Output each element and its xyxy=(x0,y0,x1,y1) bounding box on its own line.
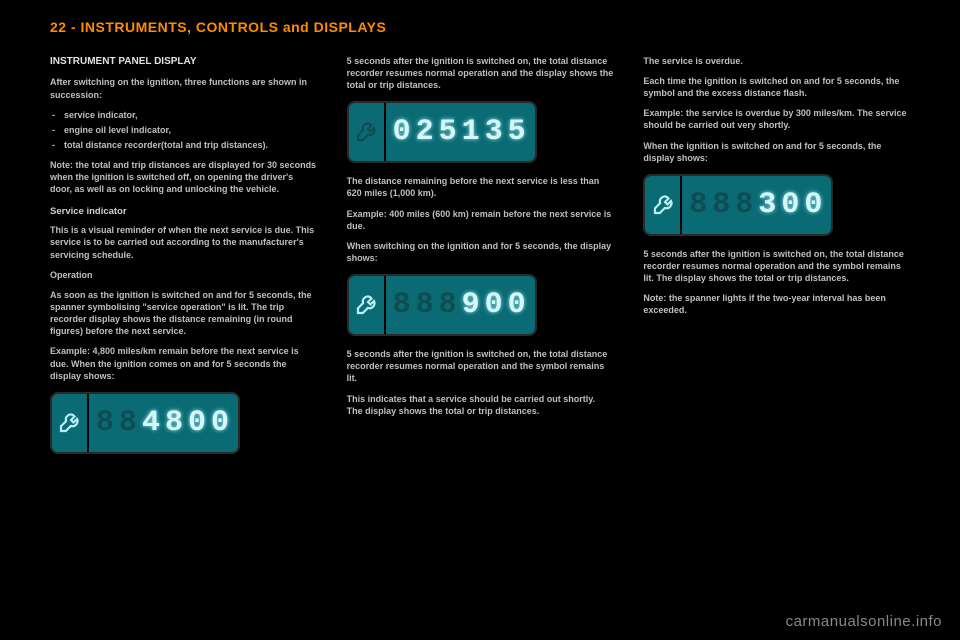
operation-label: Operation xyxy=(50,269,317,281)
column-2: 5 seconds after the ignition is switched… xyxy=(347,55,614,466)
page-header: 22 - INSTRUMENTS, CONTROLS and DISPLAYS xyxy=(50,18,910,37)
lcd-digits: 8 8 8 3 0 0 xyxy=(682,176,831,234)
para: Each time the ignition is switched on an… xyxy=(643,75,910,99)
para: The distance remaining before the next s… xyxy=(347,175,614,199)
digit-off: 8 xyxy=(95,406,117,440)
digit-on: 2 xyxy=(415,115,437,149)
para: 5 seconds after the ignition is switched… xyxy=(643,248,910,284)
wrench-icon xyxy=(349,103,384,161)
function-list: service indicator, engine oil level indi… xyxy=(50,109,317,151)
digit-off: 8 xyxy=(118,406,140,440)
lcd-display-025135: 0 2 5 1 3 5 xyxy=(347,101,537,163)
digit-on: 0 xyxy=(187,406,209,440)
para: 5 seconds after the ignition is switched… xyxy=(347,55,614,91)
wrench-icon-svg xyxy=(354,120,378,144)
intro-text: After switching on the ignition, three f… xyxy=(50,76,317,100)
content-columns: INSTRUMENT PANEL DISPLAY After switching… xyxy=(50,55,910,466)
digit-on: 8 xyxy=(164,406,186,440)
para: Example: 400 miles (600 km) remain befor… xyxy=(347,208,614,232)
digit-on: 0 xyxy=(803,188,825,222)
digit-on: 0 xyxy=(484,288,506,322)
digit-off: 8 xyxy=(415,288,437,322)
lcd-digits: 8 8 4 8 0 0 xyxy=(89,394,238,452)
wrench-icon-svg xyxy=(354,293,378,317)
lcd-display-4800: 8 8 4 8 0 0 xyxy=(50,392,240,454)
digit-on: 0 xyxy=(210,406,232,440)
digit-on: 3 xyxy=(484,115,506,149)
service-description: This is a visual reminder of when the ne… xyxy=(50,224,317,260)
para: This indicates that a service should be … xyxy=(347,393,614,417)
wrench-icon-svg xyxy=(57,411,81,435)
note-text: Note: the total and trip distances are d… xyxy=(50,159,317,195)
operation-text: As soon as the ignition is switched on a… xyxy=(50,289,317,338)
manual-page: 22 - INSTRUMENTS, CONTROLS and DISPLAYS … xyxy=(0,0,960,476)
wrench-icon-svg xyxy=(651,193,675,217)
lcd-display-900: 8 8 8 9 0 0 xyxy=(347,274,537,336)
digit-on: 0 xyxy=(507,288,529,322)
digit-off: 8 xyxy=(438,288,460,322)
para: Example: the service is overdue by 300 m… xyxy=(643,107,910,131)
instrument-panel-title: INSTRUMENT PANEL DISPLAY xyxy=(50,55,317,69)
para: Note: the spanner lights if the two-year… xyxy=(643,292,910,316)
digit-off: 8 xyxy=(392,288,414,322)
digit-on: 1 xyxy=(461,115,483,149)
digit-on: 3 xyxy=(757,188,779,222)
watermark-text: carmanualsonline.info xyxy=(786,612,942,632)
column-3: The service is overdue. Each time the ig… xyxy=(643,55,910,466)
digit-on: 5 xyxy=(507,115,529,149)
digit-off: 8 xyxy=(711,188,733,222)
wrench-icon xyxy=(52,394,87,452)
digit-on: 5 xyxy=(438,115,460,149)
lcd-display-neg300: 8 8 8 3 0 0 xyxy=(643,174,833,236)
lcd-digits: 0 2 5 1 3 5 xyxy=(386,103,535,161)
digit-on: 0 xyxy=(780,188,802,222)
para: When the ignition is switched on and for… xyxy=(643,140,910,164)
para: 5 seconds after the ignition is switched… xyxy=(347,348,614,384)
service-indicator-title: Service indicator xyxy=(50,206,317,219)
list-item: engine oil level indicator, xyxy=(50,124,317,136)
list-item: service indicator, xyxy=(50,109,317,121)
lcd-digits: 8 8 8 9 0 0 xyxy=(386,276,535,334)
digit-off: 8 xyxy=(688,188,710,222)
digit-on: 9 xyxy=(461,288,483,322)
column-1: INSTRUMENT PANEL DISPLAY After switching… xyxy=(50,55,317,466)
example-4800-text: Example: 4,800 miles/km remain before th… xyxy=(50,345,317,381)
wrench-icon xyxy=(349,276,384,334)
para: When switching on the ignition and for 5… xyxy=(347,240,614,264)
list-item: total distance recorder(total and trip d… xyxy=(50,139,317,151)
overdue-title: The service is overdue. xyxy=(643,55,910,67)
digit-on: 0 xyxy=(392,115,414,149)
digit-off: 8 xyxy=(734,188,756,222)
wrench-icon xyxy=(645,176,680,234)
digit-on: 4 xyxy=(141,406,163,440)
